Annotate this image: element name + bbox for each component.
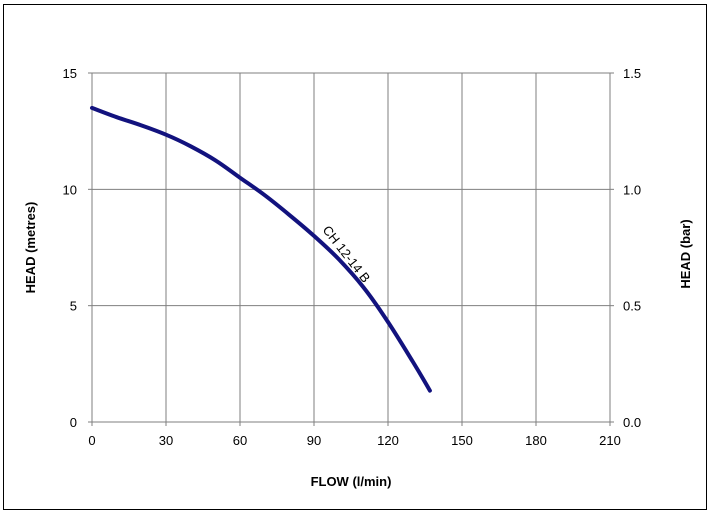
- series-line: [90, 105, 432, 393]
- y-left-tick-label: 15: [63, 66, 77, 81]
- x-tick-label: 0: [88, 433, 95, 448]
- x-tick-label: 210: [599, 433, 621, 448]
- series-label: CH 12-14 B: [320, 223, 374, 286]
- x-tick-label: 30: [159, 433, 173, 448]
- x-tick-label: 90: [307, 433, 321, 448]
- y-left-tick-label: 0: [70, 415, 77, 430]
- x-axis-title: FLOW (l/min): [311, 474, 392, 489]
- y-left-tick-label: 10: [63, 182, 77, 197]
- x-tick-label: 180: [525, 433, 547, 448]
- x-tick-label: 60: [233, 433, 247, 448]
- chart-frame: [3, 4, 707, 510]
- y-right-tick-label: 0.5: [623, 299, 641, 314]
- x-tick-label: 150: [451, 433, 473, 448]
- y-axis-right-title: HEAD (bar): [678, 219, 693, 288]
- y-right-tick-label: 0.0: [623, 415, 641, 430]
- y-axis-left-ticks: 0 5 10 15: [63, 66, 92, 430]
- grid-lines: [92, 73, 610, 422]
- y-axis-right-ticks: 0.0 0.5 1.0 1.5: [610, 66, 641, 430]
- y-right-tick-label: 1.0: [623, 182, 641, 197]
- x-tick-label: 120: [377, 433, 399, 448]
- y-left-tick-label: 5: [70, 299, 77, 314]
- y-axis-left-title: HEAD (metres): [23, 202, 38, 294]
- plot-area: [91, 72, 611, 423]
- y-right-tick-label: 1.5: [623, 66, 641, 81]
- x-axis-ticks: 0 30 60 90 120 150 180 210: [88, 422, 621, 448]
